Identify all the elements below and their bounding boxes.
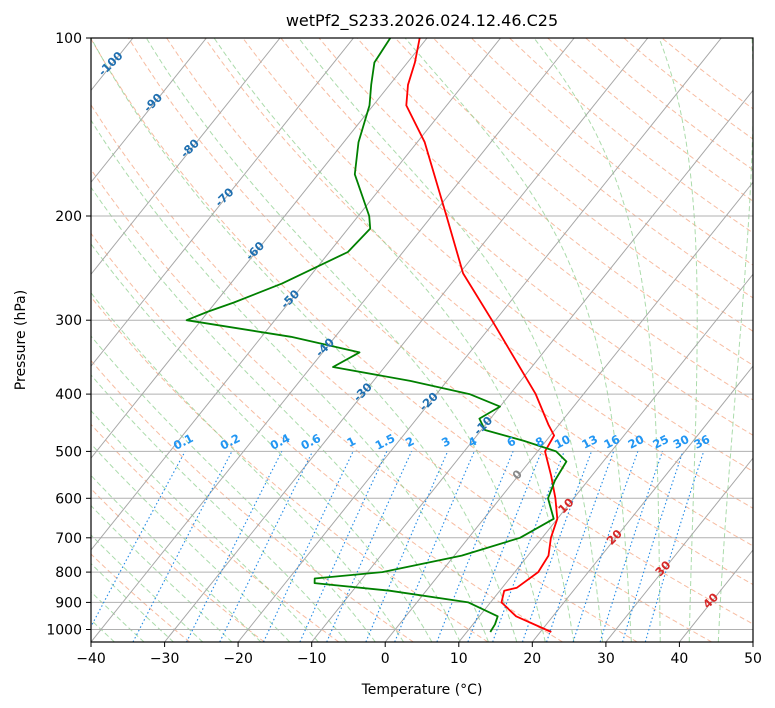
x-tick-label: 50 — [744, 651, 762, 667]
dry-adiabat — [394, 38, 753, 332]
isotherm-gridline — [605, 457, 753, 642]
dry-adiabat — [356, 38, 753, 366]
mixing-ratio-line — [186, 451, 283, 642]
dry-adiabat — [128, 38, 753, 586]
mixing-ratio-label: 16 — [601, 432, 622, 452]
moist-adiabat — [91, 474, 262, 642]
moist-adiabat — [91, 186, 461, 642]
isotherm-gridline — [91, 38, 501, 551]
mixing-ratio-line — [467, 451, 543, 642]
dry-adiabat — [91, 103, 713, 642]
isotherm-gridline — [531, 365, 753, 642]
mixing-ratio-label: 10 — [552, 432, 573, 452]
x-tick-label: 20 — [523, 651, 541, 667]
moist-adiabat — [213, 38, 575, 642]
moist-adiabat — [91, 443, 291, 642]
x-tick-label: 40 — [670, 651, 688, 667]
y-tick-label: 700 — [55, 531, 82, 547]
chart-title: wetPf2_S233.2026.024.12.46.C25 — [286, 11, 558, 31]
isotherm-gridline — [91, 38, 354, 367]
moist-adiabat — [717, 38, 753, 642]
y-tick-label: 900 — [55, 595, 82, 611]
mixing-ratio-line — [572, 451, 639, 642]
x-axis-label: Temperature (°C) — [361, 682, 483, 698]
moist-adiabat — [658, 38, 698, 642]
y-tick-label: 1000 — [46, 623, 82, 639]
mixing-ratio-line — [546, 451, 615, 642]
dry-adiabat — [204, 38, 753, 509]
moist-adiabat — [404, 38, 632, 642]
moist-adiabat — [533, 38, 661, 642]
mixing-ratio-label: 36 — [692, 432, 713, 452]
mixing-ratio-label: 13 — [579, 432, 600, 452]
x-tick-label: 30 — [597, 651, 615, 667]
moist-adiabat — [91, 38, 518, 642]
isotherm-gridline — [311, 89, 753, 642]
isotherm-gridline — [384, 181, 753, 642]
x-tick-label: 10 — [450, 651, 468, 667]
mixing-ratio-line — [644, 451, 705, 642]
mixing-ratio-label: 20 — [626, 432, 647, 452]
mixing-ratio-line — [436, 451, 514, 642]
isotherm-gridline — [91, 38, 207, 184]
dry-adiabat — [91, 423, 340, 642]
moist-adiabat — [91, 119, 489, 642]
dry-adiabat — [91, 553, 191, 642]
mixing-ratio-label: 25 — [650, 432, 671, 452]
y-axis-label: Pressure (hPa) — [13, 290, 29, 390]
mixing-ratio-line — [91, 451, 186, 628]
isotherm-gridline — [237, 38, 722, 642]
y-tick-label: 800 — [55, 565, 82, 581]
mixing-ratio-line — [365, 451, 449, 642]
y-tick-label: 500 — [55, 444, 82, 460]
isotherm-gridline — [91, 38, 281, 276]
temperature-profile — [405, 38, 559, 633]
mixing-ratio-line — [326, 451, 413, 642]
dry-adiabat — [91, 38, 753, 625]
y-tick-label: 200 — [55, 209, 82, 225]
moist-adiabat — [91, 292, 405, 642]
y-tick-label: 300 — [55, 313, 82, 329]
dry-adiabat — [91, 296, 489, 642]
mixing-ratio-label: 30 — [671, 432, 692, 452]
y-tick-label: 100 — [55, 31, 82, 47]
y-tick-label: 600 — [55, 491, 82, 507]
dry-adiabat — [280, 38, 753, 436]
x-tick-label: −10 — [297, 651, 327, 667]
x-tick-label: 0 — [381, 651, 390, 667]
dry-adiabat — [242, 38, 753, 472]
x-tick-label: −40 — [76, 651, 106, 667]
y-tick-label: 400 — [55, 387, 82, 403]
moist-adiabat — [91, 409, 319, 642]
plot-frame — [90, 37, 754, 643]
moist-adiabat — [145, 38, 546, 642]
isotherm-gridline — [91, 38, 575, 642]
isotherm-gridline — [164, 38, 649, 642]
moist-adiabat — [91, 335, 376, 642]
moist-adiabat — [91, 243, 433, 642]
mixing-ratio-line — [492, 451, 565, 642]
dewpoint-profile — [185, 38, 568, 633]
isotherm-gridline — [91, 38, 428, 459]
x-tick-label: −20 — [223, 651, 253, 667]
mixing-ratio-line — [599, 451, 664, 642]
mixing-ratio-line — [394, 451, 475, 642]
mixing-ratio-line — [521, 451, 593, 642]
dry-adiabat — [91, 488, 265, 642]
mixing-ratio-line — [622, 451, 684, 642]
x-tick-label: −30 — [150, 651, 180, 667]
moist-adiabat — [298, 38, 603, 642]
isotherm-gridline — [458, 273, 753, 642]
